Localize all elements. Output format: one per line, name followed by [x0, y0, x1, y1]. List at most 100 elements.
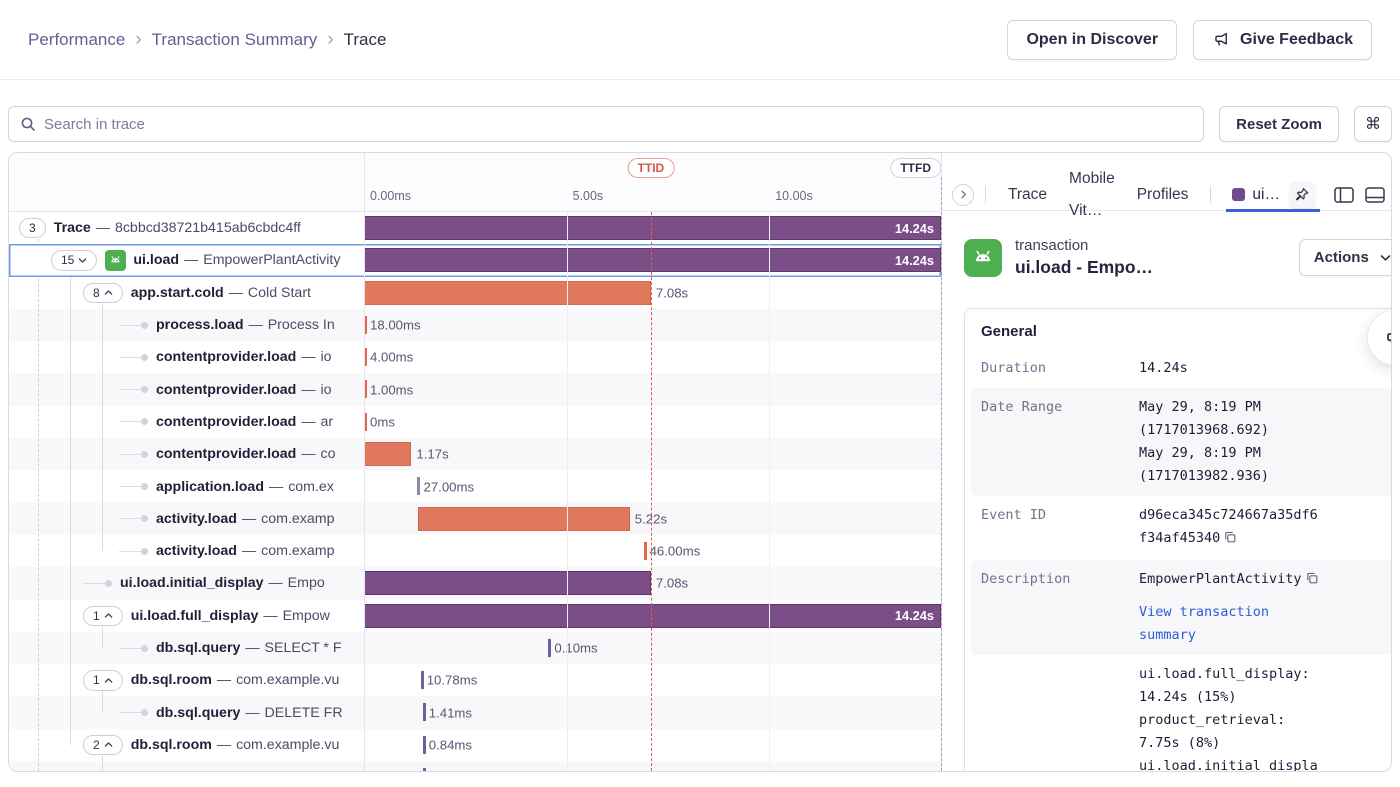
copy-icon[interactable]	[1223, 531, 1237, 548]
span-tree-cell[interactable]: contentprovider.load — ar	[9, 406, 364, 438]
layout-bottom-button[interactable]	[1365, 186, 1385, 203]
span-row[interactable]: application.load — com.ex 27.00ms	[9, 470, 941, 502]
span-tick[interactable]	[422, 703, 426, 722]
actions-button[interactable]: Actions	[1298, 239, 1391, 276]
span-row[interactable]: 1 ui.load.full_display — Empow 14.24s	[9, 600, 941, 632]
span-tree-cell[interactable]: 3 Trace —8cbbcd38721b415ab6cbdc4ff	[9, 212, 364, 244]
span-tree-cell[interactable]: process.load — Process In	[9, 309, 364, 341]
span-row[interactable]: activity.load — com.examp 5.22s	[9, 502, 941, 535]
tree-connector	[119, 421, 141, 423]
span-row[interactable]: db.sql.query — SELECT * F 0.10ms	[9, 631, 941, 665]
tree-connector	[102, 756, 103, 771]
span-tree-cell[interactable]: db.sql.query — DELETE FR	[9, 696, 364, 728]
span-tick[interactable]	[643, 541, 647, 560]
span-tick[interactable]	[420, 671, 424, 690]
span-description: Empo	[287, 575, 325, 592]
pin-tab-button[interactable]	[1288, 181, 1316, 208]
span-bar[interactable]	[364, 280, 651, 305]
span-tree-cell[interactable]: 15 ui.load — EmpowerPlantActivity	[9, 244, 364, 276]
children-count-badge[interactable]: 2	[83, 734, 123, 756]
copy-icon[interactable]	[1305, 572, 1319, 589]
span-row[interactable]: contentprovider.load — io 1.00ms	[9, 373, 941, 406]
reset-zoom-button[interactable]: Reset Zoom	[1219, 106, 1339, 142]
breadcrumb-transaction-summary[interactable]: Transaction Summary	[151, 29, 318, 49]
span-tree-cell[interactable]: activity.load — com.examp	[9, 535, 364, 567]
span-bar[interactable]: 14.24s	[364, 216, 941, 240]
span-row[interactable]: 1 db.sql.room — com.example.vu 10.78ms	[9, 664, 941, 696]
span-tick[interactable]	[548, 638, 552, 657]
span-tree-cell[interactable]: 1 db.sql.room — com.example.vu	[9, 664, 364, 696]
separator: —	[216, 672, 232, 689]
view-transaction-summary-link[interactable]: View transaction	[1139, 604, 1270, 620]
span-bar[interactable]	[364, 571, 651, 596]
tab-trace[interactable]: Trace	[1008, 185, 1048, 203]
span-row[interactable]: db.sql.query — DELETE FR 1.41ms	[9, 696, 941, 729]
span-row[interactable]: ui.load.initial_display — Empo 7.08s	[9, 567, 941, 600]
span-tree-cell[interactable]: contentprovider.load — co	[9, 438, 364, 470]
children-count-badge[interactable]: 1	[83, 605, 123, 626]
breadcrumb: Performance › Transaction Summary › Trac…	[28, 30, 386, 50]
span-op: db.sql.query	[156, 704, 241, 721]
span-row[interactable]: contentprovider.load — co 1.17s	[9, 438, 941, 471]
span-row[interactable]: 8 app.start.cold — Cold Start 7.08s	[9, 277, 941, 309]
span-row[interactable]: 2 db.sql.room — com.example.vu 0.84ms	[9, 729, 941, 761]
span-tick[interactable]	[422, 735, 426, 754]
children-count-badge[interactable]: 8	[83, 282, 123, 303]
span-tree-cell[interactable]: contentprovider.load — io	[9, 373, 364, 405]
open-in-discover-button[interactable]: Open in Discover	[1007, 19, 1178, 60]
span-tree-cell[interactable]: activity.load — com.examp	[9, 503, 364, 535]
span-bar[interactable]	[418, 506, 630, 531]
span-tick[interactable]	[422, 768, 426, 771]
search-box[interactable]	[8, 106, 1205, 142]
tab-mobile-vitals[interactable]: Mobile Vit…	[1069, 169, 1115, 219]
span-row[interactable]: activity.load — com.examp 46.00ms	[9, 535, 941, 567]
separator: —	[245, 640, 260, 656]
children-count-badge[interactable]: 15	[51, 250, 98, 271]
span-tick[interactable]	[364, 315, 367, 334]
children-count-badge[interactable]: 3	[19, 217, 46, 239]
span-bar[interactable]: 14.24s	[364, 603, 941, 628]
ttfd-marker-badge[interactable]: TTFD	[890, 158, 941, 178]
span-row[interactable]: 15 ui.load — EmpowerPlantActivity 14.24s	[9, 244, 941, 277]
tree-connector	[102, 627, 103, 648]
separator: —	[268, 575, 283, 592]
span-tree-cell[interactable]: 2 db.sql.room — com.example.vu	[9, 729, 364, 761]
children-count-badge[interactable]: 1	[83, 670, 123, 691]
span-bar[interactable]: 14.24s	[364, 248, 941, 273]
tab-active-span[interactable]: ui…	[1222, 179, 1320, 212]
view-transaction-summary-link[interactable]: summary	[1139, 627, 1196, 643]
search-input[interactable]	[44, 115, 1193, 133]
trace-view-container: 0.00ms 5.00s 10.00s TTID TTFD 3 Trace —8cbbcd3…	[8, 152, 1392, 772]
separator: —	[301, 381, 316, 398]
leaf-dot-icon	[141, 450, 148, 458]
span-tick[interactable]	[364, 380, 367, 399]
tab-profiles[interactable]: Profiles	[1136, 185, 1189, 203]
transaction-type-label: transaction	[1015, 237, 1089, 254]
span-tree-cell[interactable]: db.sql.query — INSERT OR	[9, 761, 364, 771]
tree-timeline-divider[interactable]	[364, 153, 365, 771]
span-tick[interactable]	[364, 348, 367, 367]
span-tree-cell[interactable]: ui.load.initial_display — Empo	[9, 567, 364, 599]
expand-drawer-button[interactable]	[952, 183, 974, 206]
span-row[interactable]: contentprovider.load — io 4.00ms	[9, 341, 941, 373]
span-tree-cell[interactable]: db.sql.query — SELECT * F	[9, 632, 364, 664]
span-tree-cell[interactable]: 1 ui.load.full_display — Empow	[9, 600, 364, 632]
megaphone-icon	[1212, 30, 1231, 49]
span-tree-cell[interactable]: contentprovider.load — io	[9, 341, 364, 373]
span-row[interactable]: 3 Trace —8cbbcd38721b415ab6cbdc4ff 14.24s	[9, 212, 941, 244]
span-duration-label: 14.24s	[894, 608, 934, 624]
span-tick[interactable]	[417, 477, 421, 496]
span-row[interactable]: process.load — Process In 18.00ms	[9, 308, 941, 342]
span-tree-cell[interactable]: application.load — com.ex	[9, 470, 364, 502]
general-card-title: General	[981, 323, 1037, 340]
span-tree-cell[interactable]: 8 app.start.cold — Cold Start	[9, 277, 364, 309]
span-row[interactable]: contentprovider.load — ar 0ms	[9, 406, 941, 438]
layout-left-button[interactable]	[1334, 186, 1354, 203]
span-bar[interactable]	[364, 442, 412, 467]
breadcrumb-performance[interactable]: Performance	[28, 29, 126, 49]
span-row[interactable]: db.sql.query — INSERT OR 0.79ms	[9, 761, 941, 771]
span-tick[interactable]	[364, 412, 367, 431]
shortcut-cmd-button[interactable]: ⌘	[1354, 106, 1392, 142]
give-feedback-button[interactable]: Give Feedback	[1193, 19, 1372, 60]
ttid-marker-badge[interactable]: TTID	[627, 158, 675, 178]
